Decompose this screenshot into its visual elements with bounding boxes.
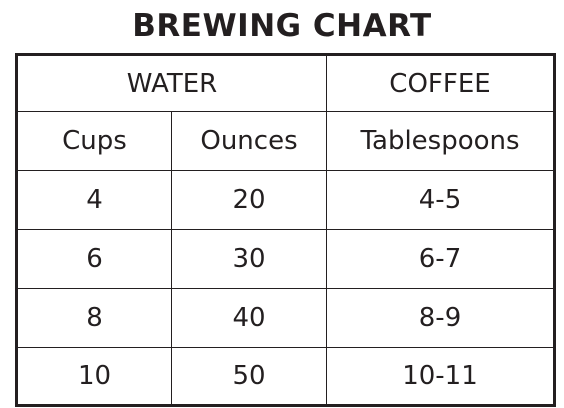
- table-row: 4 20 4-5: [16, 170, 555, 230]
- cups-cell: 6: [16, 229, 172, 289]
- cups-cell: 8: [16, 288, 172, 348]
- tablespoons-cell: 8-9: [326, 288, 555, 348]
- ounces-column-header: Ounces: [171, 111, 327, 171]
- tablespoons-cell: 6-7: [326, 229, 555, 289]
- ounces-cell: 40: [171, 288, 327, 348]
- cups-cell: 4: [16, 170, 172, 230]
- brewing-table: WATER COFFEE Cups Ounces Tablespoons 4 2…: [15, 53, 556, 407]
- ounces-cell: 50: [171, 347, 327, 406]
- column-header-row: Cups Ounces Tablespoons: [16, 111, 555, 171]
- header-group-row: WATER COFFEE: [16, 54, 555, 112]
- chart-title: BREWING CHART: [132, 8, 432, 44]
- ounces-cell: 20: [171, 170, 327, 230]
- table-row: 10 50 10-11: [16, 347, 555, 406]
- table-row: 8 40 8-9: [16, 288, 555, 348]
- coffee-group-header: COFFEE: [326, 54, 555, 112]
- table-row: 6 30 6-7: [16, 229, 555, 289]
- water-group-header: WATER: [16, 54, 327, 112]
- tablespoons-column-header: Tablespoons: [326, 111, 555, 171]
- cups-cell: 10: [16, 347, 172, 406]
- cups-column-header: Cups: [16, 111, 172, 171]
- tablespoons-cell: 4-5: [326, 170, 555, 230]
- tablespoons-cell: 10-11: [326, 347, 555, 406]
- ounces-cell: 30: [171, 229, 327, 289]
